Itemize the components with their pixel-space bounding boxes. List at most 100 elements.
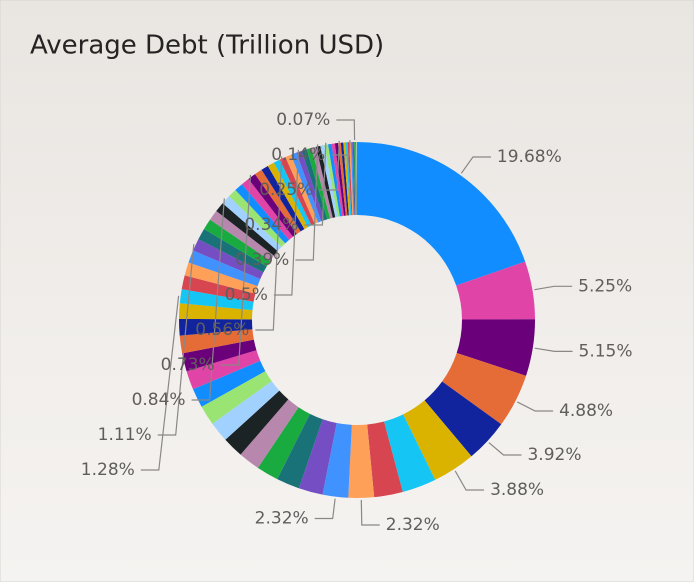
leader-line xyxy=(314,498,336,520)
data-label: 2.32% xyxy=(386,515,440,535)
data-label: 0.39% xyxy=(235,250,289,270)
donut-slice xyxy=(298,419,337,495)
donut-slice xyxy=(188,250,261,287)
donut-slice xyxy=(347,142,353,216)
leader-line xyxy=(534,285,573,291)
data-label: 4.88% xyxy=(559,401,613,421)
donut-slice xyxy=(240,399,299,468)
donut-slice xyxy=(182,339,257,372)
donut-slice xyxy=(186,350,261,390)
data-label: 3.92% xyxy=(527,445,581,465)
data-label: 3.88% xyxy=(490,480,544,500)
donut-slice xyxy=(343,142,351,216)
donut-slice xyxy=(424,381,502,457)
donut-slice xyxy=(334,143,346,216)
leader-line xyxy=(534,347,573,352)
donut-slice xyxy=(354,142,356,216)
data-label: 5.15% xyxy=(579,341,633,361)
donut-slice xyxy=(456,261,535,320)
donut-slice xyxy=(184,262,258,294)
data-label: 0.56% xyxy=(195,320,249,340)
donut-slice xyxy=(345,142,352,216)
leader-line xyxy=(517,401,554,412)
leader-line xyxy=(360,499,380,526)
leader-line xyxy=(191,198,225,401)
donut-slice xyxy=(210,210,274,261)
leader-line xyxy=(319,140,340,191)
leader-line xyxy=(255,156,283,331)
donut-slice xyxy=(192,360,266,407)
leader-line xyxy=(460,156,491,174)
donut-slice xyxy=(179,318,253,336)
donut-slice xyxy=(355,142,357,216)
donut-slice xyxy=(201,371,272,424)
donut-slice xyxy=(212,381,280,440)
donut-slice xyxy=(322,423,352,498)
data-label: 0.73% xyxy=(161,355,215,375)
donut-slice xyxy=(290,152,322,223)
data-label: 1.28% xyxy=(81,460,135,480)
donut-slice xyxy=(324,144,340,217)
data-label: 0.25% xyxy=(259,180,313,200)
data-label: 0.5% xyxy=(225,285,268,305)
donut-slice xyxy=(229,190,286,248)
donut-slice xyxy=(353,142,356,216)
donut-slice xyxy=(181,275,256,302)
donut-slice xyxy=(204,219,271,267)
donut-slice xyxy=(456,319,535,376)
donut-slice xyxy=(350,142,355,216)
data-label: 5.25% xyxy=(578,276,632,296)
data-label: 19.68% xyxy=(497,147,562,167)
donut-slice xyxy=(267,162,308,230)
donut-slice xyxy=(193,239,264,280)
donut-slice xyxy=(248,174,297,237)
data-label: 2.32% xyxy=(255,509,309,529)
donut-slice xyxy=(315,145,336,218)
donut-slice xyxy=(241,178,293,240)
leader-line xyxy=(488,442,522,456)
donut-slice xyxy=(179,329,254,354)
leader-line xyxy=(295,144,319,261)
donut-slice xyxy=(354,142,357,216)
donut-slice xyxy=(384,414,436,493)
leader-line xyxy=(304,142,327,226)
donut-slice xyxy=(296,150,325,222)
donut-slice xyxy=(338,142,348,216)
donut-slice xyxy=(285,154,319,224)
leader-line xyxy=(273,149,299,296)
donut-slice xyxy=(198,229,267,273)
donut-slice xyxy=(273,159,312,228)
donut-slice xyxy=(222,196,282,252)
donut-slice xyxy=(403,400,472,480)
leader-line xyxy=(336,119,356,141)
leader-line xyxy=(157,243,195,436)
leader-line xyxy=(331,140,351,156)
donut-slice xyxy=(257,407,310,480)
donut-slice xyxy=(349,142,354,216)
data-label: 0.34% xyxy=(244,215,298,235)
donut-slice xyxy=(306,147,331,220)
leader-line xyxy=(220,174,252,366)
donut-slice xyxy=(261,165,305,232)
donut-slice xyxy=(328,143,343,217)
donut-slice xyxy=(348,424,375,498)
donut-slice xyxy=(442,352,527,425)
leader-line xyxy=(454,470,485,491)
donut-slice xyxy=(255,169,301,234)
donut-slice xyxy=(301,149,328,221)
data-label: 0.07% xyxy=(276,110,330,130)
data-label: 1.11% xyxy=(98,425,152,445)
data-label: 0.14% xyxy=(271,145,325,165)
donut-slice xyxy=(279,157,315,226)
donut-slice xyxy=(225,390,289,455)
chart-title: Average Debt (Trillion USD) xyxy=(30,31,384,61)
donut-slice xyxy=(356,142,357,216)
donut-slice xyxy=(352,142,355,216)
donut-slice xyxy=(277,413,323,489)
donut-slice xyxy=(367,421,403,498)
donut-slice xyxy=(357,142,526,286)
data-label: 0.84% xyxy=(132,390,186,410)
donut-slice xyxy=(340,142,349,216)
leader-line xyxy=(140,295,180,471)
